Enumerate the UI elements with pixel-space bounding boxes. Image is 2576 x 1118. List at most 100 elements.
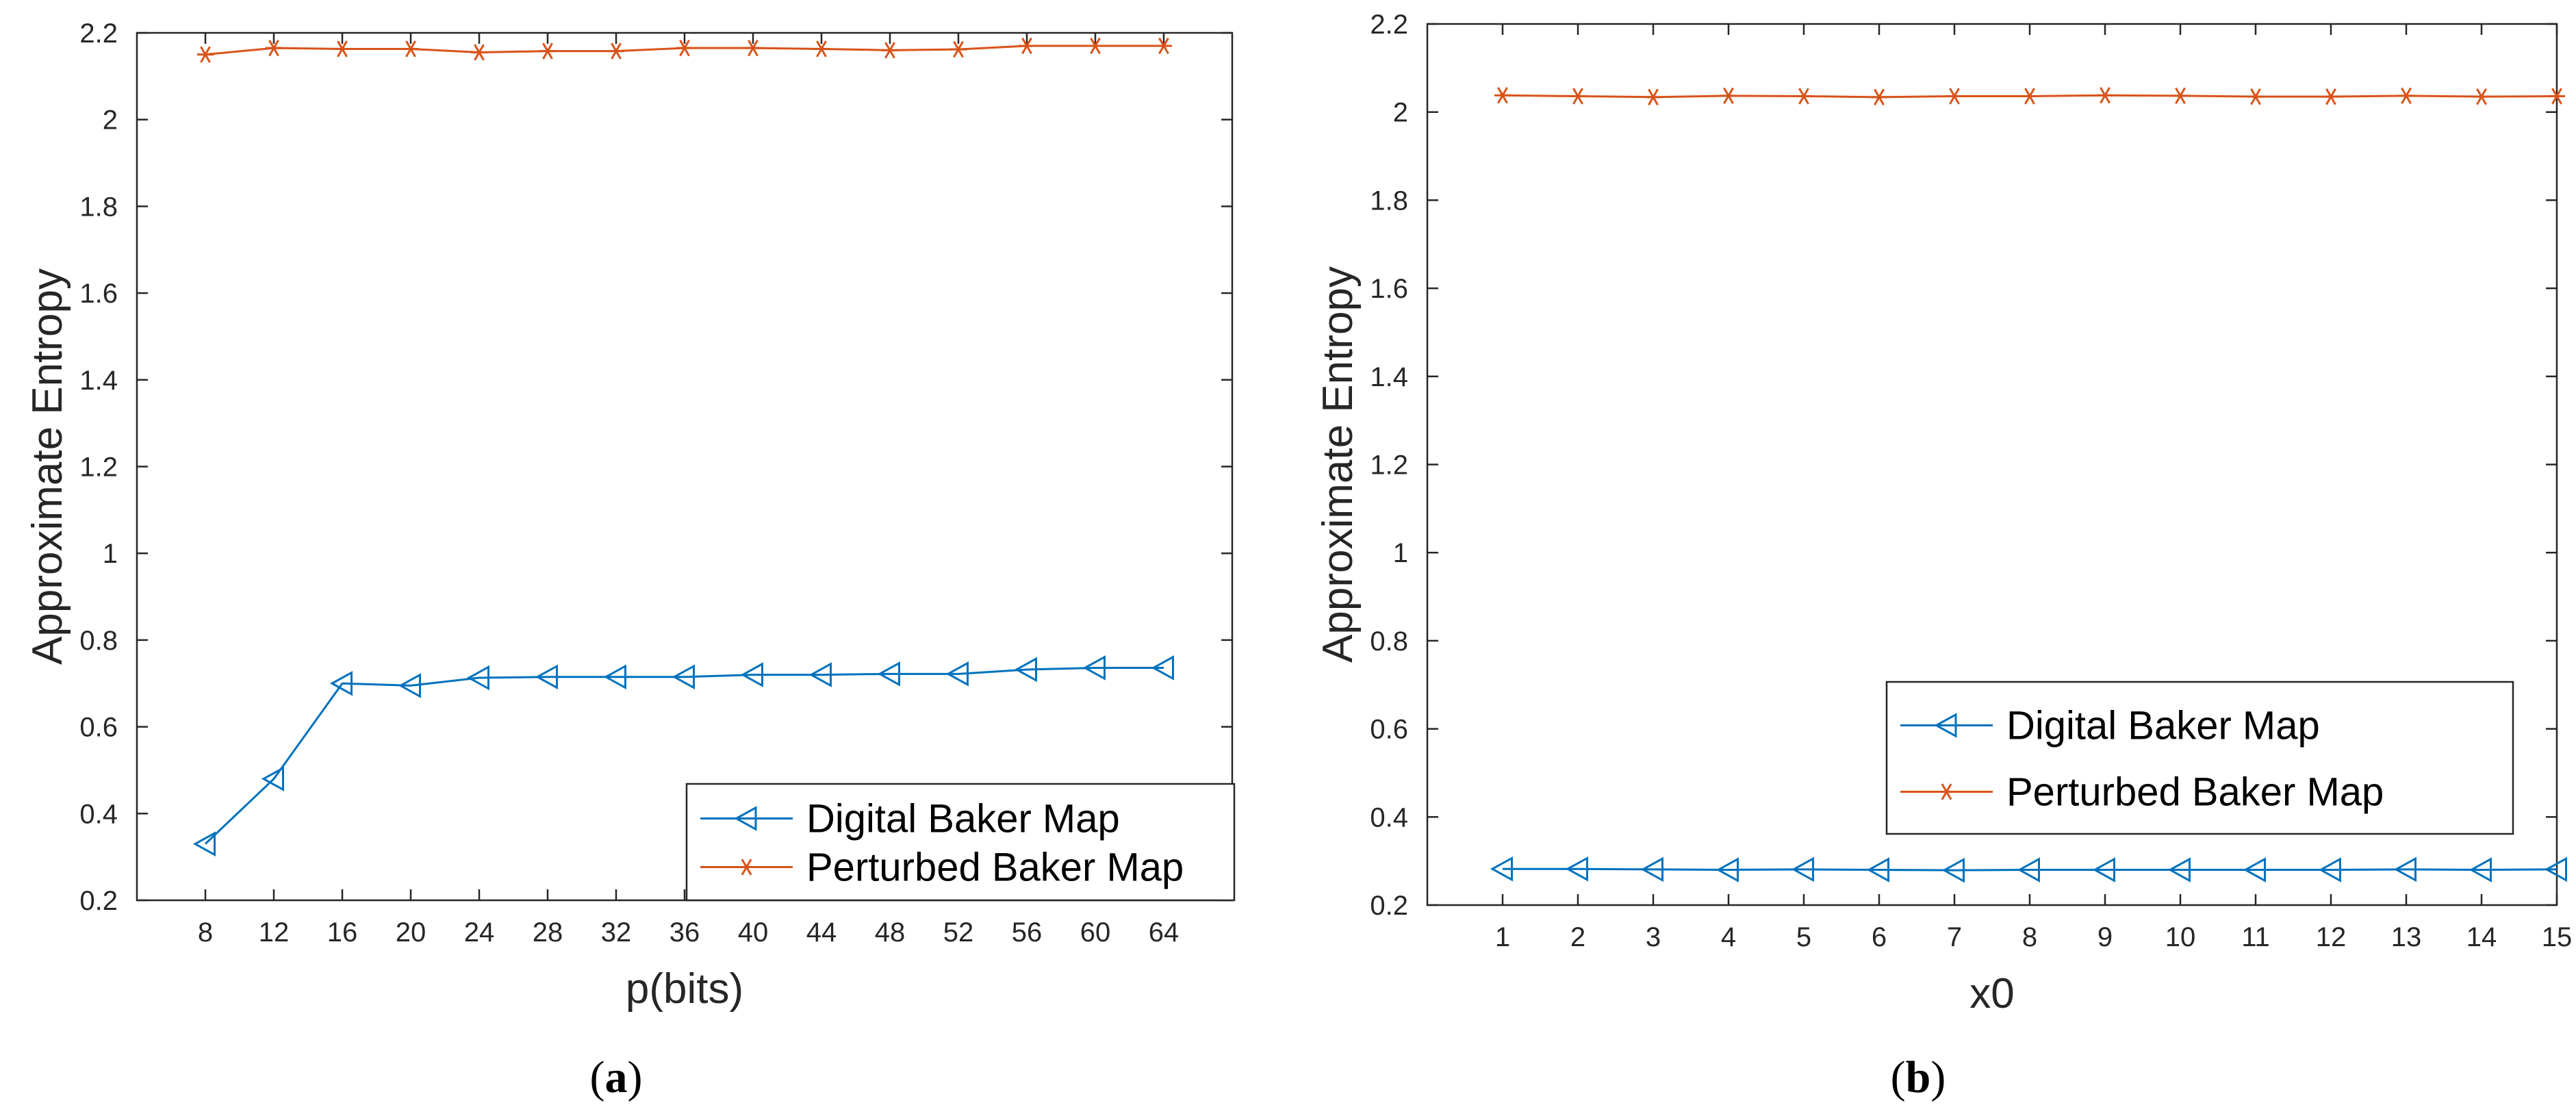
legend-box [1885, 681, 2514, 835]
data-point-perturbed [950, 40, 967, 58]
x-tick-label: 8 [2022, 922, 2037, 952]
chart-panel-a: 0.2 0.4 0.6 0.8 1 1.2 1.4 1.6 1.8 2 2.2 8 12 16 20 24 28… [24, 18, 1236, 1102]
y-tick-label: 1 [103, 539, 118, 569]
data-point-digital [2469, 857, 2492, 882]
data-point-digital [2167, 857, 2191, 882]
data-point-perturbed [1156, 37, 1172, 55]
y-tick-label: 1.4 [79, 366, 118, 396]
y-tick-label: 0.2 [79, 886, 118, 916]
data-point-perturbed [1570, 88, 1586, 105]
data-point-digital [1082, 655, 1106, 681]
y-tick-label: 2 [1393, 98, 1408, 128]
x-tick-label: 12 [259, 917, 290, 948]
panel-caption: (a) [590, 1052, 643, 1102]
legend-label-digital: Digital Baker Map [2006, 704, 2320, 748]
x-tick-label: 10 [2165, 922, 2196, 952]
plot-area [136, 31, 1234, 902]
data-point-digital [740, 662, 763, 687]
data-point-digital [877, 661, 900, 687]
legend-label-perturbed: Perturbed Baker Map [2006, 770, 2384, 815]
data-point-digital [2243, 857, 2266, 882]
x-tick-label: 4 [1721, 922, 1736, 952]
data-point-digital [2544, 856, 2567, 882]
data-point-perturbed [813, 40, 830, 58]
x-tick-label: 12 [2316, 922, 2347, 952]
data-point-perturbed [2473, 88, 2490, 105]
data-point-digital [672, 664, 695, 690]
x-tick-label: 60 [1080, 917, 1111, 948]
series-line-digital [1503, 867, 2558, 872]
data-point-perturbed [2172, 87, 2189, 105]
x-tick-label: 48 [875, 917, 906, 948]
y-tick-label: 0.6 [79, 713, 118, 743]
x-tick-label: 36 [669, 917, 700, 948]
legend-marker-perturbed [1938, 783, 1955, 800]
data-point-digital [1014, 657, 1037, 683]
y-tick-label: 1.4 [1370, 362, 1408, 392]
data-point-digital [261, 766, 284, 791]
data-point-perturbed [882, 42, 898, 59]
data-point-digital [1640, 856, 1663, 882]
x-axis-label: x0 [1969, 970, 2014, 1017]
y-tick-label: 1.8 [1370, 186, 1408, 216]
y-axis-label: Approximate Entropy [1314, 266, 1362, 663]
data-point-perturbed [608, 42, 624, 60]
x-tick-label: 2 [1570, 922, 1585, 952]
y-tick-label: 0.4 [1370, 802, 1408, 833]
data-point-digital [329, 670, 353, 696]
x-tick-label: 52 [943, 917, 974, 948]
data-point-perturbed [1645, 88, 1661, 105]
x-tick-label: 28 [533, 917, 563, 948]
x-tick-label: 3 [1646, 922, 1661, 952]
data-point-perturbed [2022, 88, 2038, 105]
x-tick-label: 14 [2466, 922, 2497, 952]
x-tick-label: 40 [738, 917, 769, 948]
data-point-perturbed [1087, 37, 1104, 55]
data-point-perturbed [1019, 37, 1035, 55]
y-tick-label: 1.2 [1370, 450, 1408, 481]
y-tick-label: 1.6 [79, 279, 118, 309]
data-point-digital [808, 662, 832, 687]
data-point-digital [1791, 856, 1814, 882]
y-tick-label: 0.2 [1370, 891, 1408, 921]
data-point-perturbed [403, 40, 419, 58]
data-point-digital [1565, 856, 1588, 882]
x-tick-label: 16 [327, 917, 358, 948]
data-point-perturbed [1494, 87, 1511, 104]
legend: Digital Baker Map Perturbed Baker Map [685, 783, 1236, 902]
data-point-perturbed [676, 40, 693, 57]
y-tick-label: 2.2 [1370, 10, 1408, 40]
y-tick-label: 1 [1393, 538, 1408, 568]
series-line-digital [204, 666, 1164, 845]
data-point-digital [466, 665, 489, 691]
y-tick-label: 0.8 [1370, 626, 1408, 657]
legend-marker-digital [1934, 713, 1957, 738]
x-tick-label: 44 [806, 917, 837, 948]
data-point-perturbed [266, 40, 282, 57]
data-point-perturbed [1871, 88, 1887, 105]
chart-panel-b: 0.20.40.60.811.21.41.61.822.21 2 3 4 5 6 7 8 9 10… [1314, 10, 2572, 1102]
y-tick-label: 1.6 [1370, 274, 1408, 304]
data-point-perturbed [2549, 88, 2565, 105]
data-point-digital [945, 661, 969, 687]
data-point-digital [1941, 857, 1965, 883]
data-point-digital [603, 664, 626, 690]
data-point-perturbed [197, 46, 214, 63]
data-point-digital [2318, 857, 2341, 882]
data-point-digital [2092, 857, 2115, 882]
y-tick-label: 0.6 [1370, 715, 1408, 745]
x-axis-label: p(bits) [626, 965, 743, 1013]
data-point-perturbed [1720, 87, 1737, 105]
data-point-perturbed [2097, 87, 2113, 104]
x-tick-label: 5 [1796, 922, 1811, 952]
data-point-digital [1490, 856, 1513, 882]
y-tick-label: 1.8 [79, 192, 118, 222]
data-point-digital [1151, 655, 1174, 681]
data-point-perturbed [539, 42, 556, 60]
y-tick-label: 2.2 [79, 18, 118, 49]
x-tick-label: 13 [2391, 922, 2422, 952]
panel-caption: (b) [1891, 1052, 1946, 1102]
data-point-perturbed [745, 40, 761, 57]
legend-label-digital: Digital Baker Map [806, 797, 1120, 841]
